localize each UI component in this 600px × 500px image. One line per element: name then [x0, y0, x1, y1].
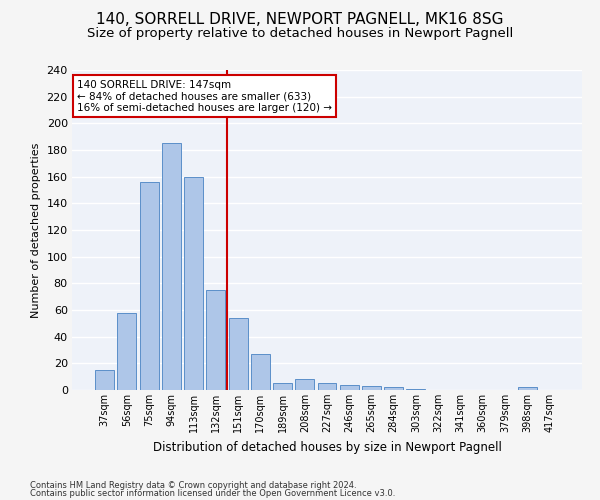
- Bar: [162, 144, 181, 390]
- Bar: [340, 384, 359, 390]
- Bar: [251, 354, 270, 390]
- Bar: [229, 318, 248, 390]
- Text: 140 SORRELL DRIVE: 147sqm
← 84% of detached houses are smaller (633)
16% of semi: 140 SORRELL DRIVE: 147sqm ← 84% of detac…: [77, 80, 332, 113]
- Bar: [384, 388, 403, 390]
- Bar: [184, 176, 203, 390]
- Bar: [518, 388, 536, 390]
- Bar: [406, 388, 425, 390]
- Bar: [295, 380, 314, 390]
- Bar: [273, 384, 292, 390]
- Text: Size of property relative to detached houses in Newport Pagnell: Size of property relative to detached ho…: [87, 28, 513, 40]
- Bar: [206, 290, 225, 390]
- Bar: [140, 182, 158, 390]
- Bar: [95, 370, 114, 390]
- Bar: [118, 312, 136, 390]
- Text: 140, SORRELL DRIVE, NEWPORT PAGNELL, MK16 8SG: 140, SORRELL DRIVE, NEWPORT PAGNELL, MK1…: [96, 12, 504, 28]
- Bar: [317, 384, 337, 390]
- Y-axis label: Number of detached properties: Number of detached properties: [31, 142, 41, 318]
- Text: Contains HM Land Registry data © Crown copyright and database right 2024.: Contains HM Land Registry data © Crown c…: [30, 480, 356, 490]
- X-axis label: Distribution of detached houses by size in Newport Pagnell: Distribution of detached houses by size …: [152, 440, 502, 454]
- Bar: [362, 386, 381, 390]
- Text: Contains public sector information licensed under the Open Government Licence v3: Contains public sector information licen…: [30, 489, 395, 498]
